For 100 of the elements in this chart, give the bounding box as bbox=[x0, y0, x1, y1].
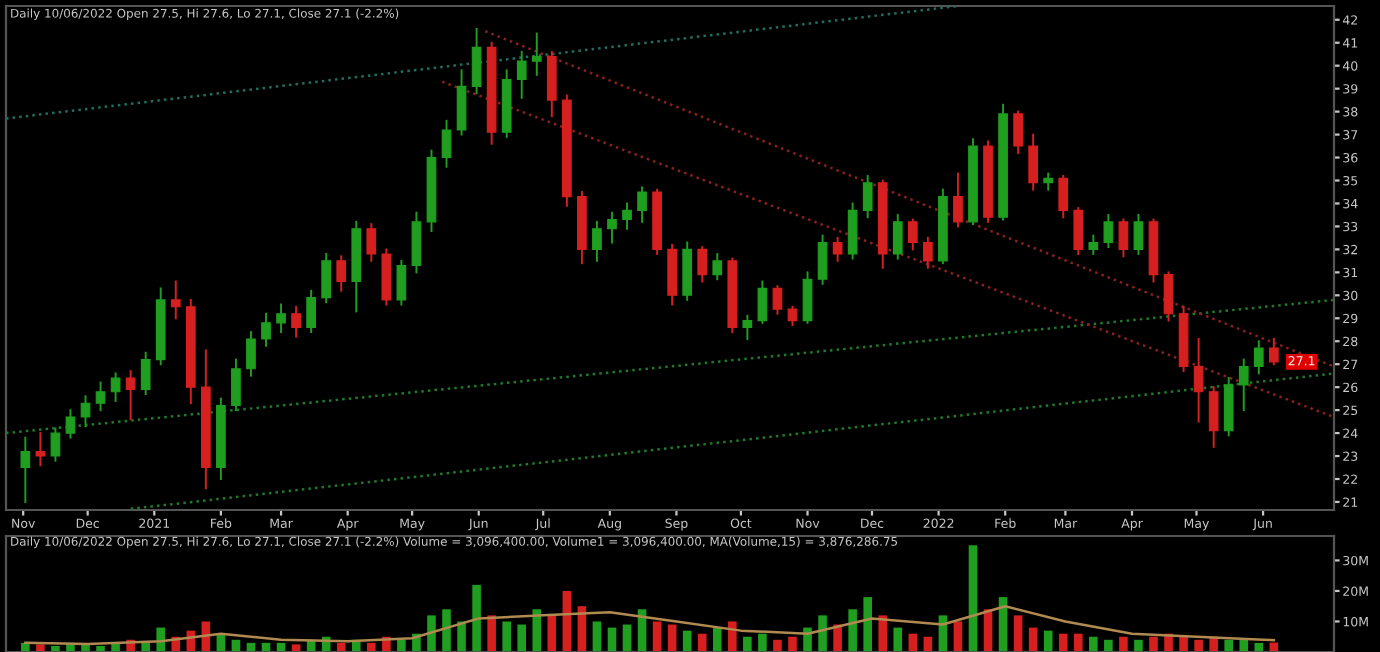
candlestick bbox=[1103, 213, 1114, 249]
candlestick bbox=[110, 372, 121, 402]
candlestick bbox=[847, 202, 858, 260]
candlestick bbox=[516, 50, 527, 99]
candlestick bbox=[531, 32, 542, 76]
candlestick bbox=[1073, 207, 1084, 255]
bar bbox=[442, 609, 451, 652]
candlestick bbox=[1088, 234, 1099, 255]
bar bbox=[758, 633, 767, 652]
bar bbox=[517, 624, 527, 652]
candlestick bbox=[802, 271, 813, 324]
bar bbox=[1239, 639, 1249, 652]
bar bbox=[592, 621, 602, 652]
candlestick bbox=[261, 312, 271, 347]
bar bbox=[141, 642, 150, 652]
candlestick bbox=[471, 27, 482, 95]
bar bbox=[1089, 636, 1098, 652]
candlestick bbox=[1118, 218, 1129, 258]
candlestick bbox=[1133, 213, 1144, 255]
candlestick bbox=[1193, 337, 1204, 423]
candlestick bbox=[757, 280, 768, 324]
candlestick bbox=[170, 280, 181, 320]
bar bbox=[1119, 636, 1128, 652]
candlestick bbox=[787, 305, 798, 327]
bar bbox=[878, 615, 888, 652]
bar bbox=[788, 636, 797, 652]
candlestick bbox=[817, 234, 828, 285]
candlestick bbox=[772, 285, 783, 315]
bar bbox=[848, 609, 857, 652]
candlestick bbox=[1253, 340, 1264, 375]
bar bbox=[336, 642, 346, 652]
candlestick bbox=[231, 358, 241, 412]
candlestick bbox=[742, 315, 753, 340]
candlestick bbox=[291, 305, 301, 338]
bar bbox=[1149, 636, 1158, 652]
bar bbox=[893, 627, 903, 652]
bar bbox=[36, 644, 45, 652]
candlestick bbox=[140, 351, 151, 396]
candlestick bbox=[622, 202, 632, 230]
bar bbox=[743, 636, 752, 652]
candlestick bbox=[321, 253, 332, 304]
bar bbox=[652, 621, 662, 652]
candlestick bbox=[35, 432, 46, 467]
bar bbox=[472, 584, 481, 652]
candlestick bbox=[592, 220, 602, 262]
candlestick bbox=[336, 255, 347, 292]
candlestick bbox=[80, 395, 91, 428]
candlestick bbox=[411, 211, 422, 274]
bar bbox=[728, 621, 737, 652]
line-series bbox=[24, 604, 1276, 646]
bar bbox=[1104, 639, 1113, 652]
bar bbox=[1013, 615, 1023, 652]
bar bbox=[532, 609, 542, 652]
bar bbox=[457, 621, 466, 652]
bar bbox=[818, 615, 827, 652]
candlestick bbox=[381, 248, 392, 306]
bar bbox=[953, 621, 963, 652]
candlestick bbox=[50, 427, 61, 462]
candlestick bbox=[1013, 110, 1023, 154]
candlestick bbox=[65, 409, 76, 439]
bar bbox=[1134, 639, 1143, 652]
candlestick bbox=[1238, 358, 1249, 412]
candlestick bbox=[697, 246, 708, 283]
bar bbox=[712, 627, 722, 652]
candlestick bbox=[366, 223, 377, 262]
candlestick bbox=[1223, 377, 1234, 437]
bar bbox=[697, 633, 707, 652]
bar bbox=[1254, 642, 1264, 652]
bar bbox=[1179, 636, 1188, 652]
candlestick bbox=[637, 186, 647, 223]
candlestick bbox=[1058, 174, 1069, 219]
candlestick bbox=[1268, 337, 1279, 366]
candlestick bbox=[246, 331, 256, 377]
bar bbox=[1058, 633, 1068, 652]
candlestick bbox=[682, 241, 693, 301]
bar bbox=[397, 639, 406, 652]
candlestick bbox=[1163, 271, 1174, 322]
bar bbox=[863, 597, 872, 652]
bar bbox=[968, 545, 978, 652]
candlestick bbox=[456, 69, 467, 136]
candlestick bbox=[396, 259, 407, 306]
candlestick bbox=[20, 436, 31, 503]
bar bbox=[1224, 639, 1233, 652]
candlestick bbox=[95, 381, 106, 412]
bar bbox=[502, 621, 511, 652]
candlestick bbox=[667, 243, 678, 306]
bar bbox=[367, 642, 376, 652]
candlestick bbox=[862, 174, 873, 219]
bar bbox=[1194, 639, 1203, 652]
candlestick bbox=[306, 289, 316, 334]
bar bbox=[487, 615, 496, 652]
candlestick bbox=[907, 218, 918, 251]
bar bbox=[773, 639, 782, 652]
candlestick bbox=[712, 253, 723, 281]
candlestick bbox=[953, 172, 963, 228]
candlestick bbox=[1208, 386, 1219, 448]
candlestick bbox=[441, 119, 452, 168]
candlestick bbox=[125, 370, 136, 421]
candlestick bbox=[607, 211, 617, 244]
candlestick bbox=[276, 303, 286, 334]
